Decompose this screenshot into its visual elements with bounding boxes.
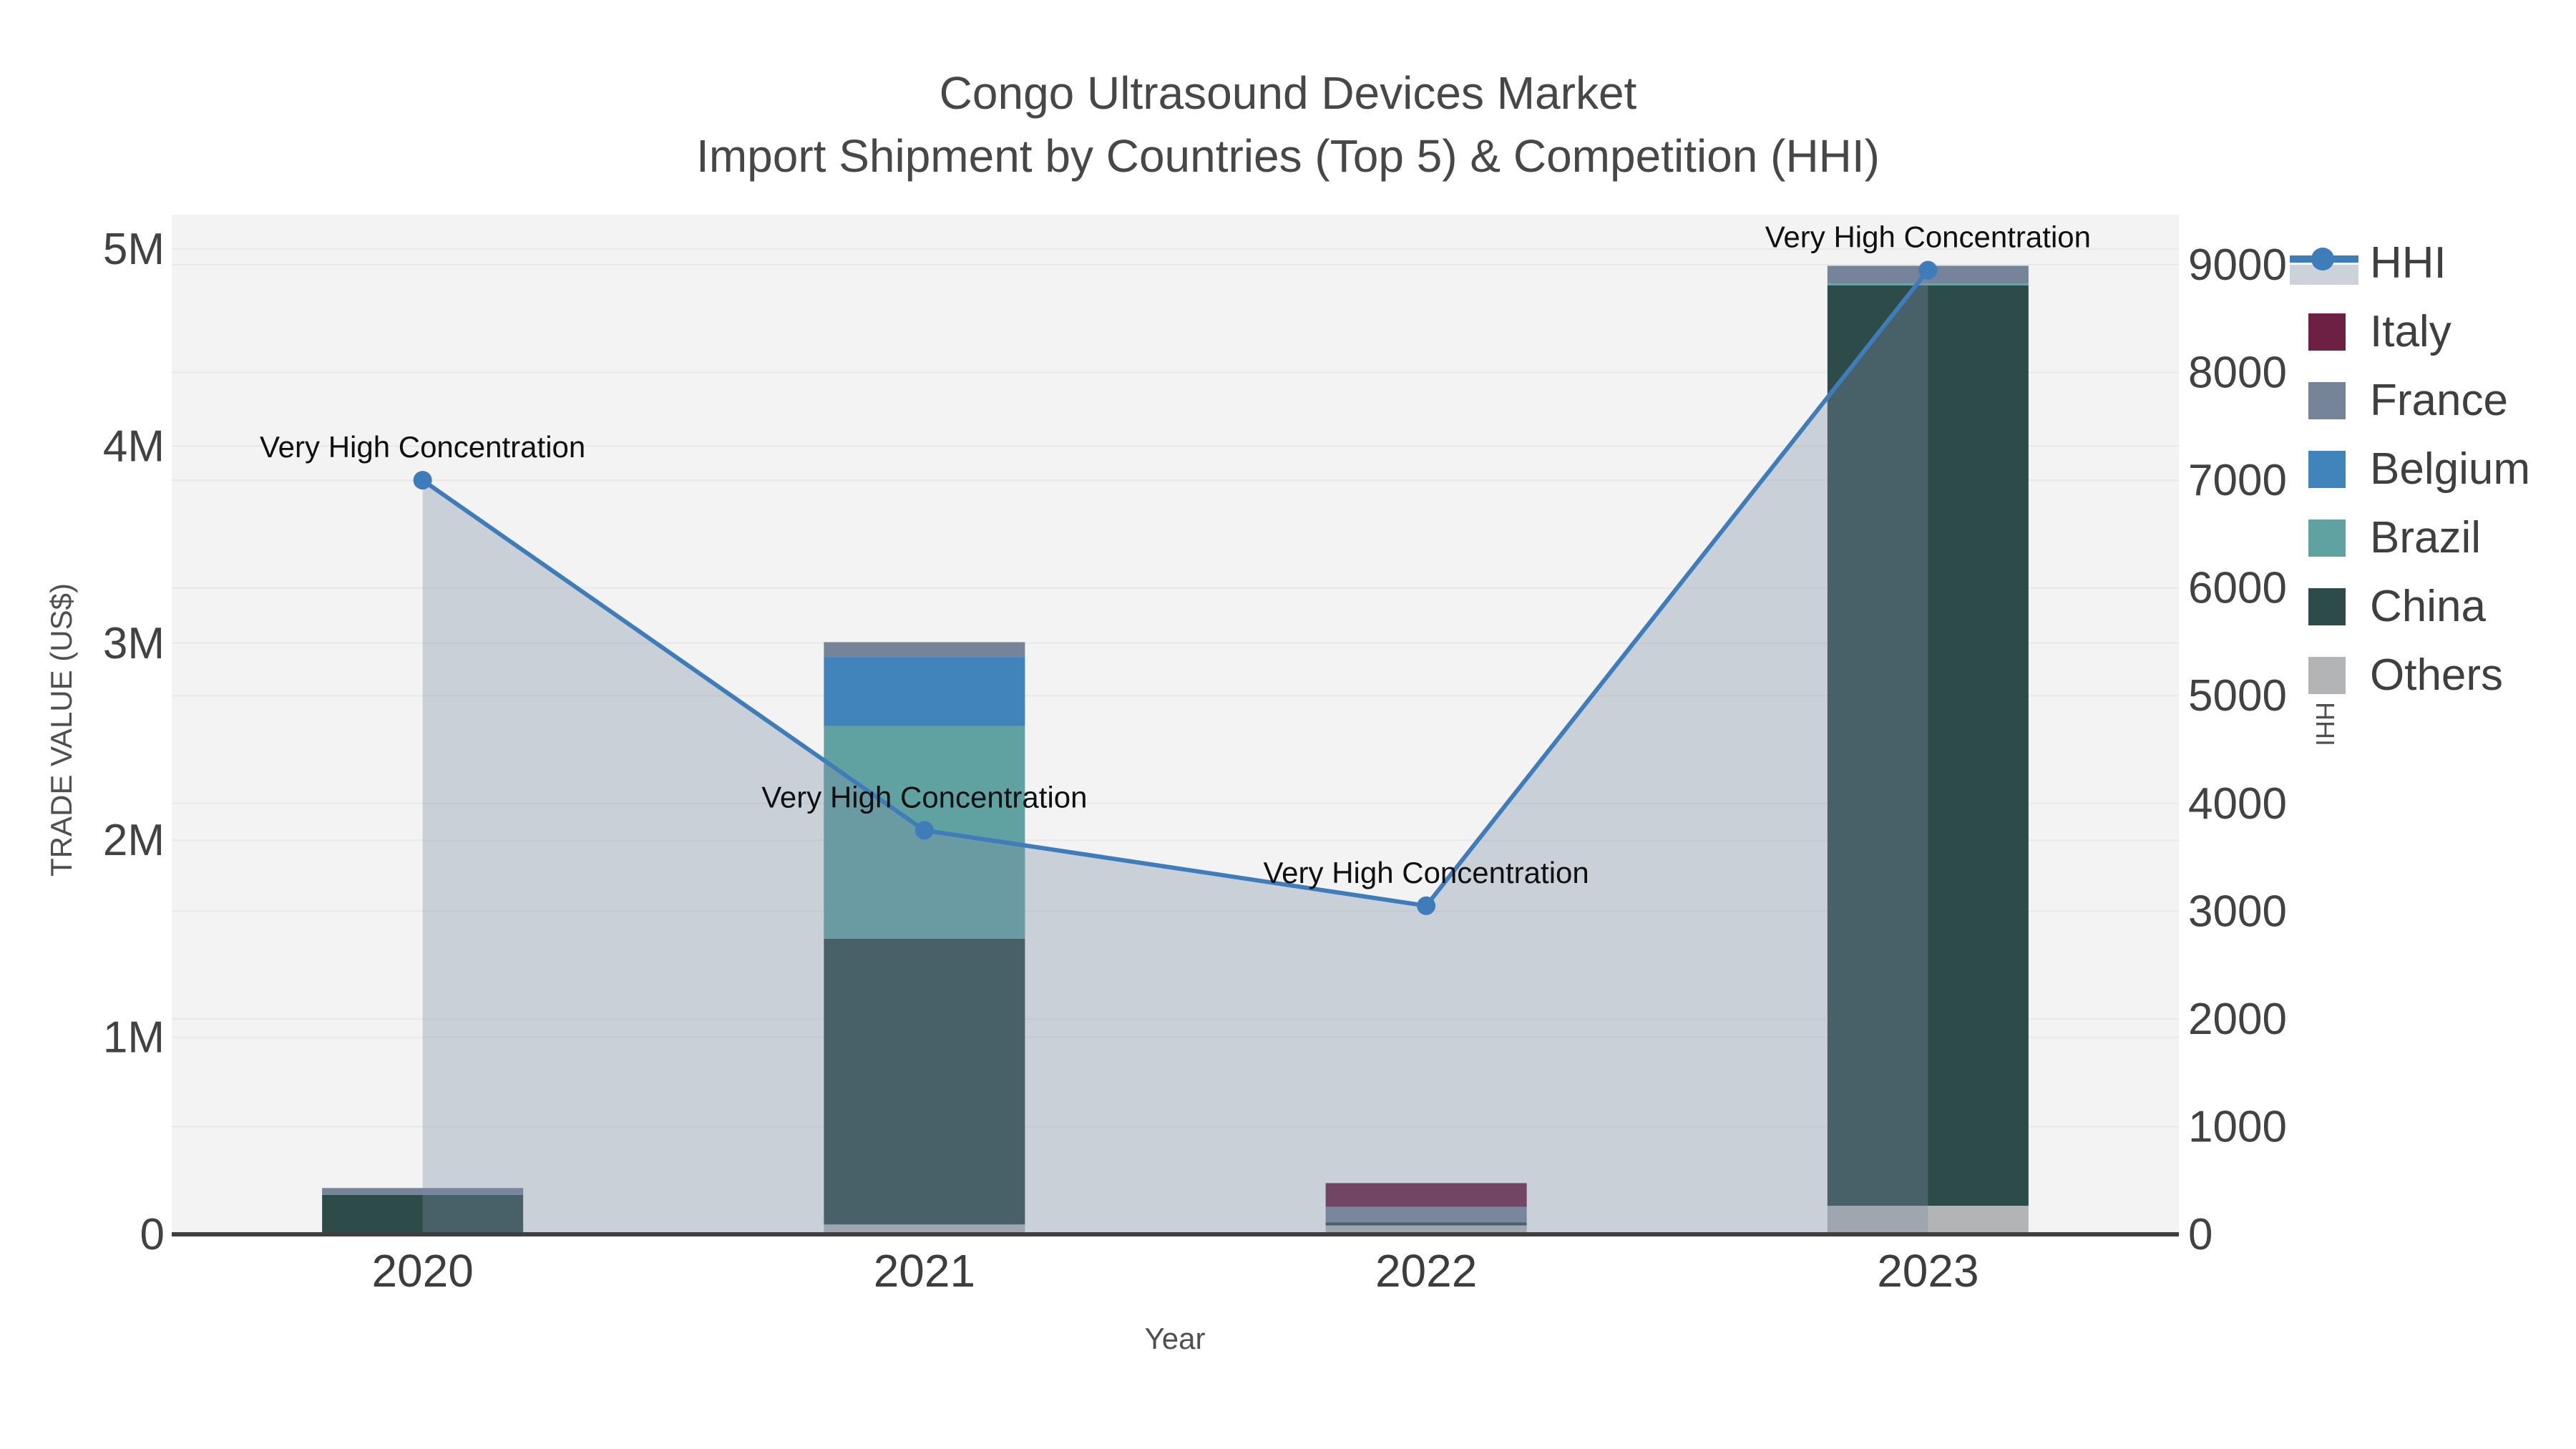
y-left-tick-labels: 0 1M 2M 3M 4M 5M <box>103 225 165 1259</box>
hhi-area <box>422 270 1928 1234</box>
y-right-tick-7000: 7000 <box>2188 456 2287 505</box>
x-axis-title: Year <box>1145 1322 1206 1355</box>
y-left-tick-4M: 4M <box>103 421 165 471</box>
legend-swatch-brazil <box>2308 519 2346 557</box>
bar-segment-others-2023[interactable] <box>1827 1206 2029 1234</box>
x-tick-2023: 2023 <box>1877 1245 1979 1297</box>
legend-label-china: China <box>2370 582 2487 631</box>
chart-title-line1: Congo Ultrasound Devices Market <box>940 67 1637 119</box>
y-left-axis-title: TRADE VALUE (US$) <box>44 583 78 877</box>
legend-item-hhi[interactable]: HHI <box>2290 238 2446 288</box>
legend-label-belgium: Belgium <box>2370 444 2530 494</box>
bar-segment-china-2023[interactable] <box>1827 285 2029 1206</box>
bar-segment-brazil-2023[interactable] <box>1827 283 2029 286</box>
y-right-tick-6000: 6000 <box>2188 564 2287 613</box>
bar-segment-france-2020[interactable] <box>322 1188 524 1195</box>
hhi-marker-2020[interactable] <box>413 471 432 490</box>
legend-item-others[interactable]: Others <box>2308 650 2503 700</box>
bar-segment-china-2020[interactable] <box>322 1194 524 1234</box>
y-right-tick-9000: 9000 <box>2188 240 2287 290</box>
y-right-axis-title: HHI <box>2311 702 2340 746</box>
chart-title: Congo Ultrasound Devices Market Import S… <box>696 67 1880 182</box>
legend-label-others: Others <box>2370 650 2503 700</box>
legend-label-brazil: Brazil <box>2370 513 2481 562</box>
y-right-tick-5000: 5000 <box>2188 671 2287 721</box>
hhi-line-path <box>421 268 1930 908</box>
bars-group <box>322 265 2029 1234</box>
legend-item-france[interactable]: France <box>2308 376 2508 425</box>
legend-hhi-marker-icon <box>2311 248 2334 270</box>
x-tick-2020: 2020 <box>371 1245 473 1297</box>
y-left-tick-1M: 1M <box>103 1013 165 1063</box>
legend-item-china[interactable]: China <box>2308 582 2487 631</box>
bar-segment-france-2021[interactable] <box>824 642 1025 658</box>
y-left-tick-5M: 5M <box>103 225 165 274</box>
y-right-tick-0: 0 <box>2188 1210 2212 1259</box>
x-tick-labels: 2020 2021 2022 2023 <box>371 1245 1979 1297</box>
hhi-marker-2022[interactable] <box>1417 896 1436 915</box>
legend-item-belgium[interactable]: Belgium <box>2308 444 2530 494</box>
bar-segment-france-2022[interactable] <box>1325 1206 1527 1223</box>
legend-swatch-china <box>2308 588 2346 625</box>
annotation-2022: Very High Concentration <box>1263 856 1589 889</box>
chart-title-line2: Import Shipment by Countries (Top 5) & C… <box>696 130 1880 182</box>
y-right-tick-2000: 2000 <box>2188 995 2287 1044</box>
annotation-2023: Very High Concentration <box>1765 220 2091 254</box>
legend: HHI Italy France Belgium Brazil China Others <box>2290 238 2530 700</box>
legend-swatch-belgium <box>2308 451 2346 488</box>
y-right-tick-4000: 4000 <box>2188 779 2287 829</box>
bar-segment-china-2021[interactable] <box>824 938 1025 1225</box>
x-tick-2022: 2022 <box>1375 1245 1477 1297</box>
bar-segment-others-2022[interactable] <box>1325 1225 1527 1234</box>
hhi-marker-2021[interactable] <box>914 821 934 840</box>
bar-segment-china-2022[interactable] <box>1325 1222 1527 1226</box>
legend-label-hhi: HHI <box>2370 238 2446 288</box>
legend-item-brazil[interactable]: Brazil <box>2308 513 2481 562</box>
legend-swatch-france <box>2308 382 2346 419</box>
hhi-marker-2023[interactable] <box>1918 260 1938 280</box>
annotations-group: Very High Concentration Very High Concent… <box>260 220 2091 889</box>
y-left-tick-2M: 2M <box>103 816 165 865</box>
legend-item-italy[interactable]: Italy <box>2308 307 2451 356</box>
annotation-2021: Very High Concentration <box>761 780 1087 814</box>
legend-swatch-others <box>2308 657 2346 694</box>
hhi-line <box>413 260 1938 915</box>
x-tick-2021: 2021 <box>874 1245 975 1297</box>
legend-swatch-italy <box>2308 313 2346 351</box>
y-right-tick-1000: 1000 <box>2188 1102 2287 1151</box>
legend-label-italy: Italy <box>2370 307 2451 356</box>
annotation-2020: Very High Concentration <box>260 430 585 464</box>
bar-segment-belgium-2021[interactable] <box>824 657 1025 726</box>
bar-segment-others-2021[interactable] <box>824 1224 1025 1234</box>
y-right-tick-3000: 3000 <box>2188 887 2287 936</box>
y-left-tick-0: 0 <box>140 1210 165 1259</box>
legend-label-france: France <box>2370 376 2508 425</box>
y-right-tick-labels: 0 1000 2000 3000 4000 5000 6000 7000 8000 9000 <box>2188 240 2287 1259</box>
y-right-tick-8000: 8000 <box>2188 348 2287 398</box>
hhi-area-fill <box>422 270 1928 1234</box>
bar-segment-italy-2022[interactable] <box>1325 1183 1527 1207</box>
y-left-tick-3M: 3M <box>103 619 165 668</box>
